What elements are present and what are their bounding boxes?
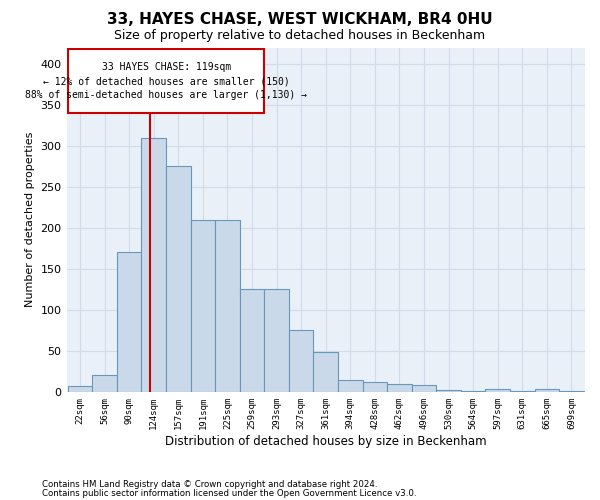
Bar — [461, 391, 485, 392]
Text: 33, HAYES CHASE, WEST WICKHAM, BR4 0HU: 33, HAYES CHASE, WEST WICKHAM, BR4 0HU — [107, 12, 493, 26]
Bar — [535, 388, 559, 392]
Bar — [436, 390, 461, 392]
Text: Contains HM Land Registry data © Crown copyright and database right 2024.: Contains HM Land Registry data © Crown c… — [42, 480, 377, 489]
Bar — [265, 290, 289, 392]
Text: Size of property relative to detached houses in Beckenham: Size of property relative to detached ho… — [115, 28, 485, 42]
Bar — [559, 391, 584, 392]
Bar — [68, 386, 92, 392]
Bar — [510, 391, 535, 392]
Bar — [92, 376, 117, 392]
Bar — [166, 166, 191, 392]
Bar — [387, 384, 412, 392]
X-axis label: Distribution of detached houses by size in Beckenham: Distribution of detached houses by size … — [165, 434, 487, 448]
Bar — [338, 380, 362, 392]
Bar — [191, 220, 215, 392]
Bar — [215, 220, 240, 392]
Bar — [240, 290, 265, 392]
Text: 33 HAYES CHASE: 119sqm
← 12% of detached houses are smaller (150)
88% of semi-de: 33 HAYES CHASE: 119sqm ← 12% of detached… — [25, 62, 307, 100]
Bar — [289, 330, 313, 392]
Bar — [485, 390, 510, 392]
Bar — [117, 252, 142, 392]
Bar — [313, 352, 338, 392]
Text: Contains public sector information licensed under the Open Government Licence v3: Contains public sector information licen… — [42, 488, 416, 498]
Bar — [142, 138, 166, 392]
Bar — [362, 382, 387, 392]
Y-axis label: Number of detached properties: Number of detached properties — [25, 132, 35, 308]
Bar — [68, 49, 265, 113]
Bar — [412, 386, 436, 392]
